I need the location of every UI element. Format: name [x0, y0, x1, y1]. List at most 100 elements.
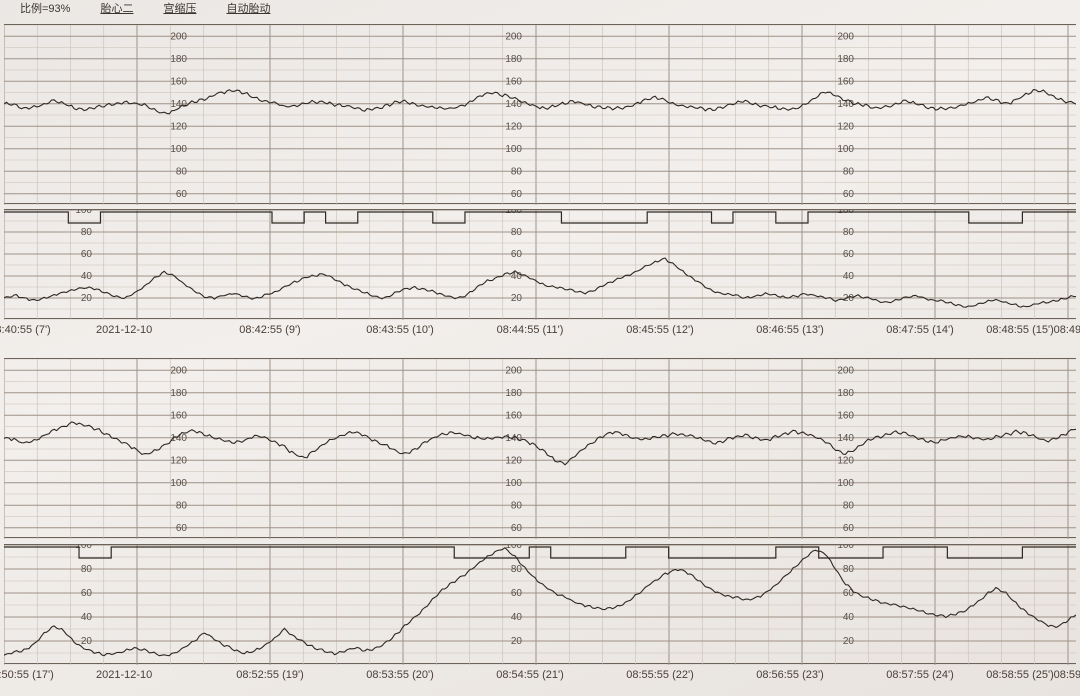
fhr-strip: 6060608080801001001001201201201401401401… [4, 24, 1076, 204]
svg-text:80: 80 [176, 166, 188, 177]
header-link-1[interactable]: 胎心二 [100, 0, 133, 14]
svg-text:100: 100 [505, 210, 522, 216]
toco-strip: 202020404040606060808080100100100 [4, 544, 1076, 664]
svg-text:80: 80 [843, 227, 855, 238]
toco-strip: 202020404040606060808080100100100 [4, 209, 1076, 319]
svg-text:200: 200 [837, 31, 854, 42]
svg-text:80: 80 [843, 500, 855, 511]
svg-text:80: 80 [511, 227, 523, 238]
svg-text:180: 180 [837, 388, 854, 399]
svg-text:120: 120 [505, 121, 522, 132]
svg-text:100: 100 [75, 210, 92, 216]
header-bar: 比例=93% 胎心二 宫缩压 自动胎动 [0, 0, 1080, 14]
time-label: 08:46:55 (13') [756, 324, 824, 336]
svg-text:20: 20 [511, 293, 523, 304]
time-label: 08:58:55 (25') [986, 669, 1054, 681]
svg-text:40: 40 [843, 271, 855, 282]
time-label: 08:54:55 (21') [496, 669, 564, 681]
time-label: 08:49:55 [1054, 324, 1080, 336]
svg-text:180: 180 [505, 388, 522, 399]
svg-text:40: 40 [81, 612, 93, 623]
svg-text:100: 100 [170, 144, 187, 155]
svg-text:100: 100 [837, 478, 854, 489]
svg-text:60: 60 [81, 249, 93, 260]
svg-text:60: 60 [511, 523, 523, 534]
time-label: 08:47:55 (14') [886, 324, 954, 336]
svg-text:40: 40 [81, 271, 93, 282]
svg-text:100: 100 [170, 478, 187, 489]
fhr-strip: 6060608080801001001001201201201401401401… [4, 358, 1076, 538]
time-label: 08:50:55 (17') [0, 669, 54, 681]
svg-text:160: 160 [505, 76, 522, 87]
svg-text:180: 180 [837, 54, 854, 65]
svg-text:60: 60 [511, 588, 523, 599]
svg-text:20: 20 [81, 293, 93, 304]
svg-text:160: 160 [170, 410, 187, 421]
svg-text:200: 200 [505, 31, 522, 42]
svg-text:120: 120 [837, 455, 854, 466]
time-label: 08:43:55 (10') [366, 324, 434, 336]
date-label: 2021-12-10 [96, 669, 152, 681]
svg-text:100: 100 [505, 144, 522, 155]
svg-text:160: 160 [837, 410, 854, 421]
svg-text:80: 80 [511, 166, 523, 177]
svg-text:60: 60 [176, 189, 188, 200]
svg-text:20: 20 [511, 636, 523, 647]
svg-text:120: 120 [170, 455, 187, 466]
svg-text:160: 160 [837, 76, 854, 87]
date-label: 2021-12-10 [96, 324, 152, 336]
svg-text:160: 160 [505, 410, 522, 421]
time-label: 08:40:55 (7') [0, 324, 51, 336]
header-link-2[interactable]: 宫缩压 [163, 0, 196, 14]
time-label: 08:57:55 (24') [886, 669, 954, 681]
svg-text:100: 100 [75, 545, 92, 551]
svg-text:180: 180 [505, 54, 522, 65]
time-label: 08:56:55 (23') [756, 669, 824, 681]
svg-text:100: 100 [837, 545, 854, 551]
svg-text:160: 160 [170, 76, 187, 87]
time-label: 08:59:55 [1054, 669, 1080, 681]
svg-text:200: 200 [170, 31, 187, 42]
time-label: 08:45:55 (12') [626, 324, 694, 336]
svg-text:180: 180 [170, 388, 187, 399]
svg-text:120: 120 [837, 121, 854, 132]
svg-text:80: 80 [176, 500, 188, 511]
time-label: 08:48:55 (15') [986, 324, 1054, 336]
svg-text:140: 140 [505, 433, 522, 444]
svg-text:20: 20 [843, 636, 855, 647]
svg-text:100: 100 [837, 210, 854, 216]
svg-text:200: 200 [837, 365, 854, 376]
svg-text:80: 80 [511, 564, 523, 575]
svg-text:60: 60 [843, 249, 855, 260]
svg-text:20: 20 [843, 293, 855, 304]
svg-text:120: 120 [505, 455, 522, 466]
svg-text:180: 180 [170, 54, 187, 65]
svg-text:200: 200 [170, 365, 187, 376]
svg-text:60: 60 [511, 189, 523, 200]
svg-text:100: 100 [837, 144, 854, 155]
svg-text:60: 60 [843, 523, 855, 534]
svg-text:40: 40 [843, 612, 855, 623]
svg-text:60: 60 [511, 249, 523, 260]
time-label: 08:42:55 (9') [239, 324, 300, 336]
svg-text:140: 140 [505, 99, 522, 110]
svg-text:120: 120 [170, 121, 187, 132]
time-label: 08:52:55 (19') [236, 669, 304, 681]
svg-text:80: 80 [843, 564, 855, 575]
svg-text:140: 140 [837, 433, 854, 444]
svg-text:80: 80 [81, 564, 93, 575]
time-label: 08:55:55 (22') [626, 669, 694, 681]
svg-text:200: 200 [505, 365, 522, 376]
svg-text:40: 40 [511, 612, 523, 623]
time-label: 08:53:55 (20') [366, 669, 434, 681]
svg-text:100: 100 [505, 478, 522, 489]
header-link-3[interactable]: 自动胎动 [226, 0, 270, 14]
svg-text:60: 60 [843, 588, 855, 599]
svg-text:80: 80 [511, 500, 523, 511]
svg-text:60: 60 [843, 189, 855, 200]
svg-text:60: 60 [81, 588, 93, 599]
svg-text:80: 80 [843, 166, 855, 177]
svg-text:20: 20 [81, 636, 93, 647]
svg-text:60: 60 [176, 523, 188, 534]
ratio-label: 比例=93% [20, 0, 70, 14]
